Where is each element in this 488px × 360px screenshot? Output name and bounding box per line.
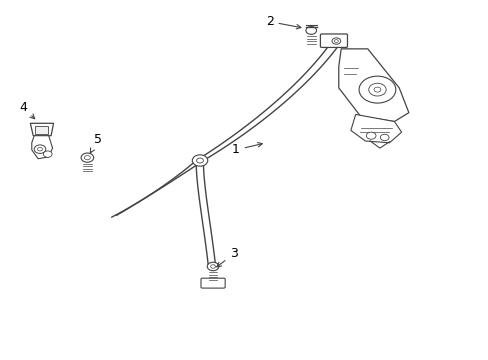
Text: 4: 4	[19, 101, 35, 119]
Circle shape	[207, 262, 219, 271]
FancyBboxPatch shape	[320, 34, 347, 48]
Circle shape	[192, 155, 207, 166]
Bar	[35, 126, 48, 134]
Text: 1: 1	[231, 143, 262, 156]
Circle shape	[331, 38, 340, 44]
Circle shape	[305, 27, 316, 34]
Polygon shape	[350, 114, 401, 143]
Circle shape	[334, 40, 338, 42]
Polygon shape	[338, 49, 408, 122]
Circle shape	[81, 153, 94, 162]
Circle shape	[43, 151, 52, 157]
Text: 3: 3	[216, 247, 237, 267]
Circle shape	[38, 147, 42, 151]
Polygon shape	[30, 123, 53, 136]
Circle shape	[373, 87, 380, 92]
Circle shape	[366, 132, 375, 139]
Circle shape	[34, 145, 46, 153]
Circle shape	[210, 265, 215, 268]
Circle shape	[368, 83, 386, 96]
Text: 5: 5	[90, 134, 102, 153]
Polygon shape	[32, 136, 53, 159]
Circle shape	[84, 156, 90, 160]
FancyBboxPatch shape	[201, 278, 224, 288]
Circle shape	[196, 158, 203, 163]
Circle shape	[380, 134, 388, 141]
Circle shape	[358, 76, 395, 103]
Text: 2: 2	[265, 15, 301, 29]
